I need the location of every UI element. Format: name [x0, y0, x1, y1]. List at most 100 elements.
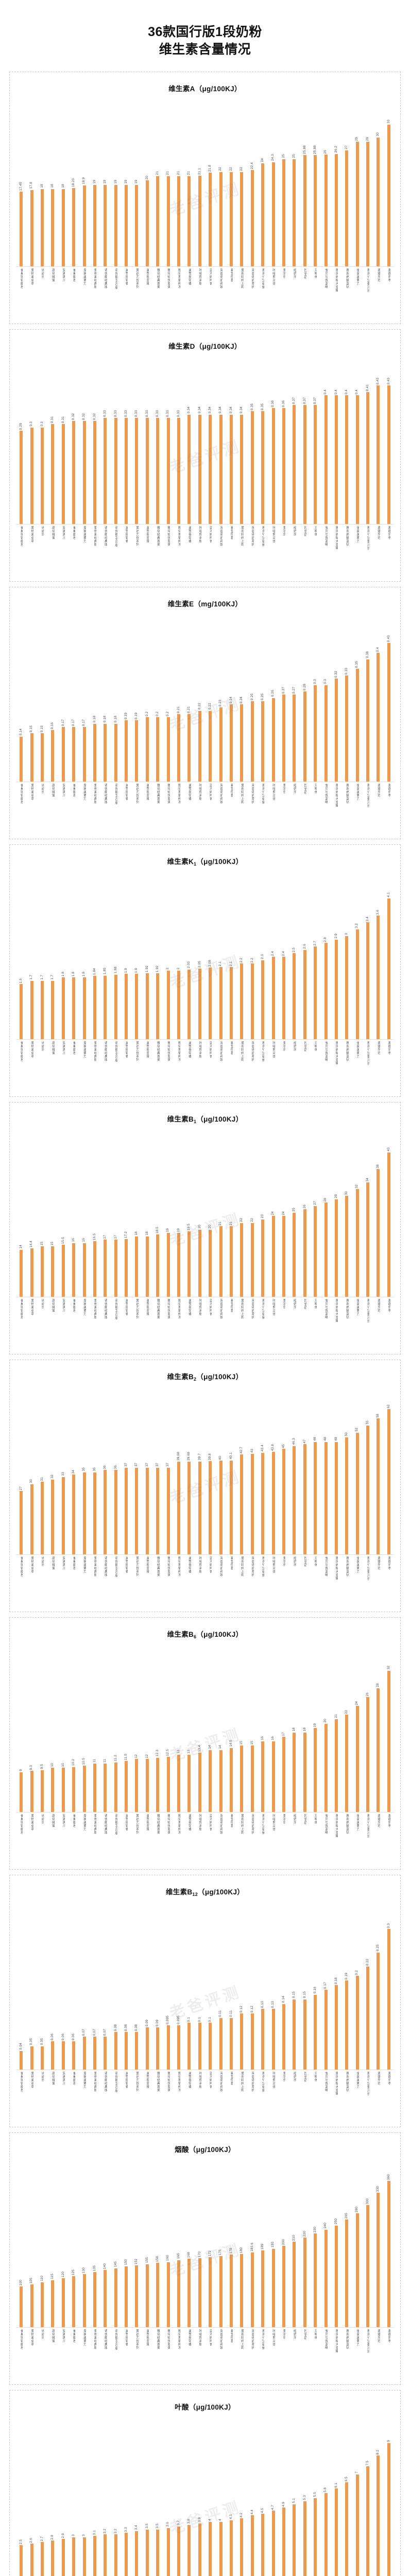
bar-column[interactable]: 220 [300, 2157, 310, 2327]
bar[interactable] [145, 1467, 149, 1554]
bar-column[interactable]: 5.8 [320, 2415, 331, 2576]
bar-column[interactable]: 32 [352, 1127, 363, 1297]
bar[interactable] [145, 717, 149, 782]
bar[interactable] [114, 2032, 117, 2070]
bar[interactable] [366, 1697, 370, 1812]
bar[interactable] [177, 2526, 181, 2576]
bar[interactable] [156, 176, 160, 266]
bar[interactable] [324, 1202, 328, 1297]
bar-column[interactable]: 140 [100, 2157, 110, 2327]
bar[interactable] [93, 1472, 96, 1554]
bar[interactable] [135, 1467, 139, 1554]
bar-column[interactable]: 1.8 [69, 869, 79, 1039]
bar-column[interactable]: 6.1 [331, 2415, 341, 2576]
bar-column[interactable]: 4 [205, 2415, 215, 2576]
bar-column[interactable]: 0.33 [111, 354, 121, 524]
bar-column[interactable]: 0.32 [79, 354, 89, 524]
bar-column[interactable]: 0.37 [310, 354, 320, 524]
bar-column[interactable]: 40.1 [226, 1384, 236, 1554]
bar[interactable] [72, 1767, 76, 1812]
bar-column[interactable]: 3.2 [100, 2415, 110, 2576]
bar-column[interactable]: 0.38 [363, 612, 373, 782]
bar[interactable] [230, 1226, 233, 1297]
bar[interactable] [377, 138, 380, 266]
bar[interactable] [125, 2032, 128, 2070]
bar-column[interactable]: 5.5 [310, 2415, 320, 2576]
bar-column[interactable]: 0.12 [236, 1900, 247, 2070]
bar[interactable] [187, 2259, 191, 2327]
bar-column[interactable]: 0.25 [258, 612, 268, 782]
bar-column[interactable]: 183.6 [247, 2157, 258, 2327]
bar-column[interactable]: 25 [279, 96, 289, 266]
bar-column[interactable]: 43 [384, 1127, 394, 1297]
bar[interactable] [303, 2238, 306, 2327]
bar[interactable] [345, 150, 349, 266]
bar-column[interactable]: 0.41 [363, 354, 373, 524]
bar[interactable] [250, 170, 254, 266]
bar[interactable] [366, 2205, 370, 2327]
bar[interactable] [355, 1976, 359, 2070]
bar[interactable] [166, 970, 170, 1039]
bar[interactable] [209, 1461, 212, 1554]
bar[interactable] [334, 679, 338, 782]
bar-column[interactable]: 300 [363, 2157, 373, 2327]
bar[interactable] [355, 1189, 359, 1297]
bar-column[interactable]: 29 [363, 96, 373, 266]
bar-column[interactable]: 145 [111, 2157, 121, 2327]
bar[interactable] [51, 980, 55, 1039]
bar[interactable] [314, 404, 317, 524]
bar[interactable] [230, 704, 233, 782]
bar[interactable] [166, 417, 170, 524]
bar[interactable] [156, 1467, 160, 1554]
bar[interactable] [30, 1771, 33, 1812]
bar-column[interactable]: 39.68 [174, 1384, 184, 1554]
bar-column[interactable]: 2.8 [47, 2415, 58, 2576]
bar[interactable] [198, 414, 201, 524]
bar-column[interactable]: 152 [131, 2157, 142, 2327]
bar-column[interactable]: 4.7 [268, 2415, 278, 2576]
bar-column[interactable]: 0.17 [69, 612, 79, 782]
bar[interactable] [61, 424, 65, 524]
bar[interactable] [209, 2257, 212, 2327]
bar-column[interactable]: 0.18 [90, 612, 100, 782]
bar[interactable] [355, 1432, 359, 1554]
bar-column[interactable]: 2.08 [205, 869, 215, 1039]
bar[interactable] [104, 723, 107, 782]
bar-column[interactable]: 0.2 [352, 1900, 363, 2070]
bar-column[interactable]: 22 [215, 96, 226, 266]
bar-column[interactable]: 15 [236, 1642, 247, 1812]
bar[interactable] [271, 2248, 275, 2327]
bar[interactable] [293, 694, 296, 782]
bar[interactable] [314, 1728, 317, 1812]
bar-column[interactable]: 0.26 [268, 612, 278, 782]
bar[interactable] [334, 1985, 338, 2070]
bar[interactable] [135, 2032, 139, 2070]
bar-column[interactable]: 30 [341, 1127, 352, 1297]
bar[interactable] [104, 2534, 107, 2576]
bar[interactable] [334, 154, 338, 266]
bar-column[interactable]: 23 [258, 1127, 268, 1297]
bar-column[interactable]: 4.4 [247, 2415, 258, 2576]
bar-column[interactable]: 0.27 [279, 612, 289, 782]
bar-column[interactable]: 0.4 [320, 354, 331, 524]
bar[interactable] [230, 2520, 233, 2576]
bar[interactable] [303, 404, 306, 524]
bar-column[interactable]: 0.33 [174, 354, 184, 524]
bar-column[interactable]: 21 [331, 1642, 341, 1812]
bar-column[interactable]: 115 [47, 2157, 58, 2327]
bar[interactable] [156, 2529, 160, 2576]
bar[interactable] [240, 963, 244, 1039]
bar-column[interactable]: 3.3 [121, 2415, 131, 2576]
bar-column[interactable]: 0.34 [226, 354, 236, 524]
bar-column[interactable]: 39.7 [195, 1384, 205, 1554]
bar[interactable] [177, 1233, 181, 1297]
bar-column[interactable]: 18.5 [152, 1127, 163, 1297]
bar-column[interactable]: 2.9 [331, 869, 341, 1039]
bar-column[interactable]: 17 [100, 1127, 110, 1297]
bar-column[interactable]: 0.22 [195, 612, 205, 782]
bar-column[interactable]: 21 [174, 96, 184, 266]
bar[interactable] [355, 2474, 359, 2576]
bar[interactable] [250, 2515, 254, 2576]
bar-column[interactable]: 0.04 [16, 1900, 26, 2070]
bar[interactable] [125, 1761, 128, 1812]
